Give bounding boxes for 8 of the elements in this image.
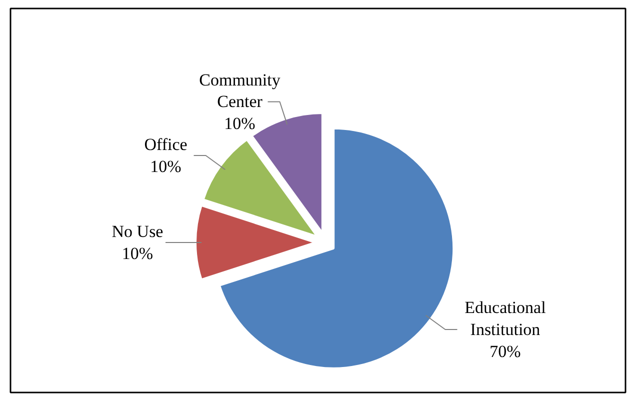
slice-label: No Use xyxy=(112,222,164,242)
slice-label: Office xyxy=(144,135,188,154)
data-label: 10% xyxy=(224,114,256,134)
data-label: 10% xyxy=(122,244,154,263)
data-label: 10% xyxy=(150,156,182,176)
slice-label: Educational Institution xyxy=(464,298,546,339)
slice-label: Community Center xyxy=(199,70,281,112)
data-label: 70% xyxy=(490,342,521,361)
